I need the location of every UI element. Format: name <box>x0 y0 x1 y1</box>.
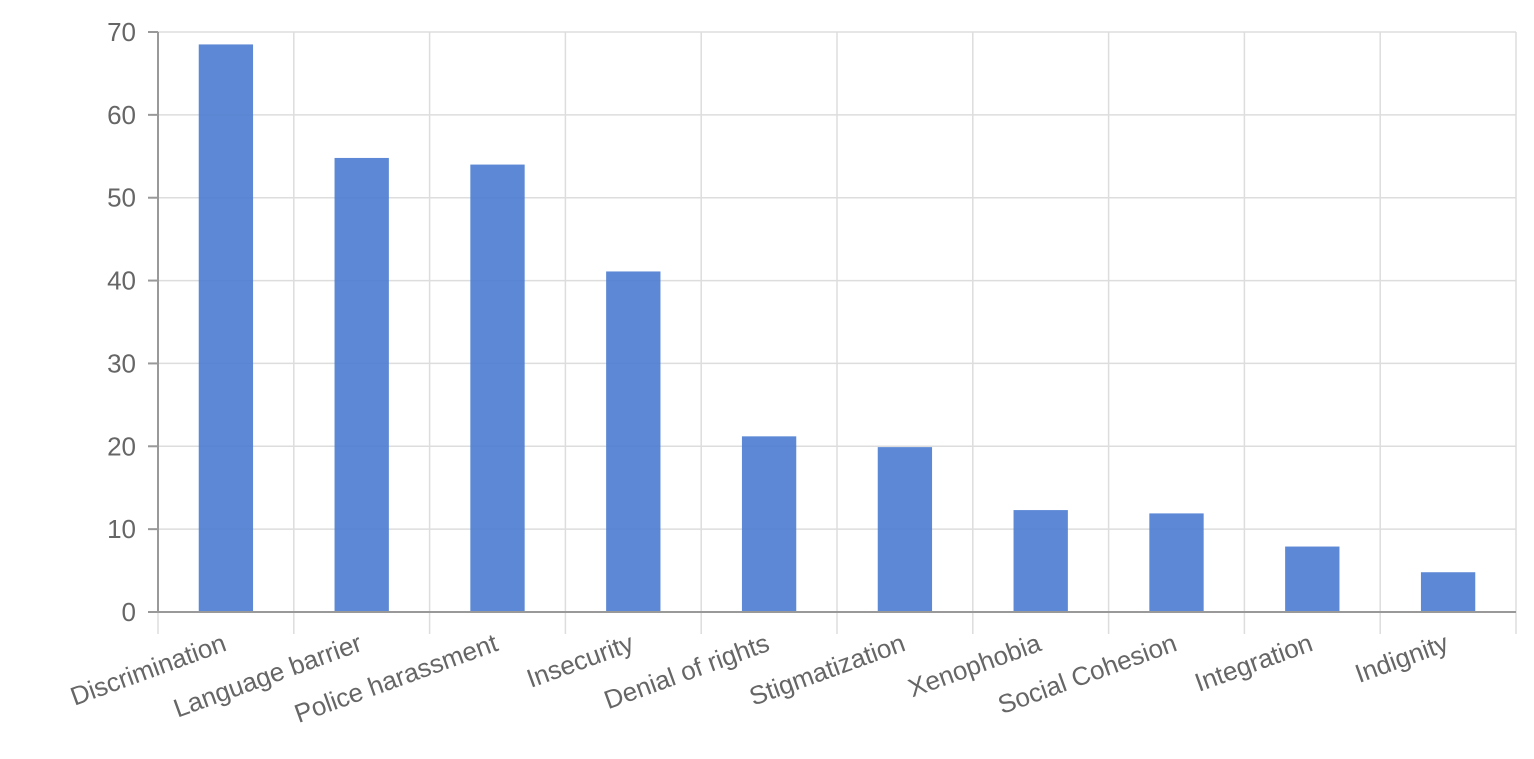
y-tick-label: 40 <box>107 266 136 296</box>
bar <box>1149 513 1204 612</box>
axis-layer <box>148 31 1517 634</box>
y-tick-label: 60 <box>107 100 136 130</box>
bar <box>877 447 933 612</box>
bar-layer <box>198 44 1476 613</box>
x-tick-label: Indignity <box>1351 627 1452 688</box>
bar <box>741 436 797 612</box>
x-tick-label: Stigmatization <box>745 627 909 711</box>
bar <box>606 271 661 612</box>
y-tick-label: 70 <box>107 17 136 47</box>
y-tick-label: 0 <box>122 597 136 627</box>
y-tick-labels: 0 10 20 30 40 50 60 70 <box>107 17 136 627</box>
bar <box>470 164 525 613</box>
y-tick-label: 30 <box>107 348 136 378</box>
bar <box>1013 510 1068 612</box>
y-tick-label: 10 <box>107 514 136 544</box>
bar <box>1285 546 1340 612</box>
y-tick-label: 20 <box>107 431 136 461</box>
x-tick-label: Integration <box>1191 627 1317 697</box>
y-tick-label: 50 <box>107 183 136 213</box>
bar <box>198 44 254 612</box>
bar <box>1420 572 1476 612</box>
bar <box>334 157 389 612</box>
